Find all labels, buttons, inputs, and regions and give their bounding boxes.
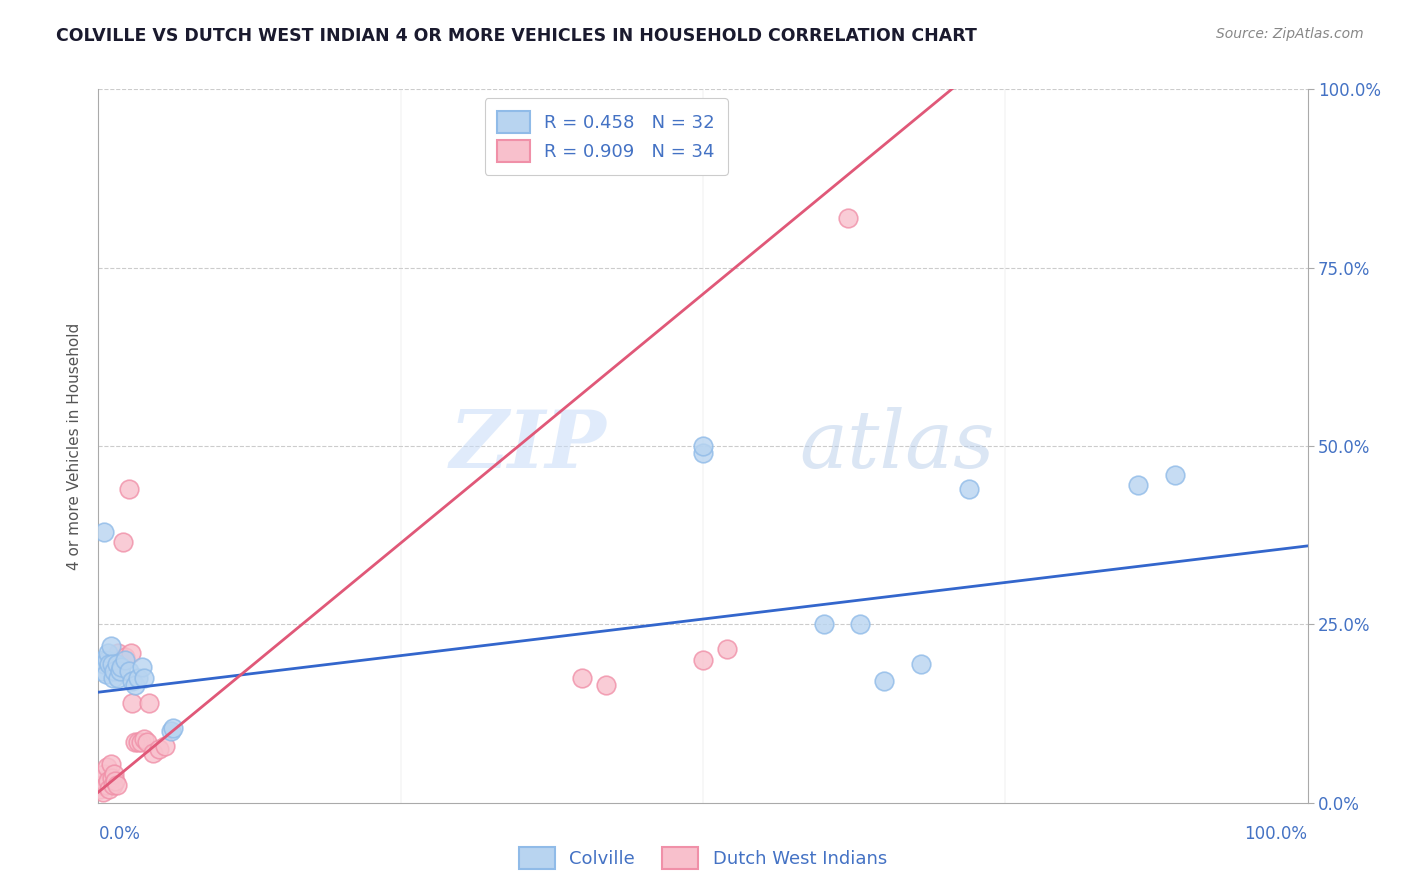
Point <box>118 482 141 496</box>
Point <box>138 696 160 710</box>
Point <box>134 731 156 746</box>
Point <box>91 778 114 792</box>
Point <box>957 482 980 496</box>
Text: COLVILLE VS DUTCH WEST INDIAN 4 OR MORE VEHICLES IN HOUSEHOLD CORRELATION CHART: COLVILLE VS DUTCH WEST INDIAN 4 OR MORE … <box>56 27 977 45</box>
Point <box>91 664 114 678</box>
Point <box>849 617 872 632</box>
Point <box>114 649 136 664</box>
Point <box>160 724 183 739</box>
Point <box>692 439 714 453</box>
Point <box>148 742 170 756</box>
Point <box>103 767 125 781</box>
Point <box>104 774 127 789</box>
Point <box>162 721 184 735</box>
Point <box>121 674 143 689</box>
Point <box>98 781 121 796</box>
Point <box>1163 467 1185 482</box>
Point <box>93 767 115 781</box>
Point <box>97 646 120 660</box>
Point <box>103 664 125 678</box>
Point <box>108 653 131 667</box>
Point <box>114 653 136 667</box>
Point <box>94 667 117 681</box>
Y-axis label: 4 or more Vehicles in Household: 4 or more Vehicles in Household <box>67 322 83 570</box>
Point <box>90 774 112 789</box>
Point <box>571 671 593 685</box>
Point <box>692 653 714 667</box>
Point <box>105 778 128 792</box>
Point <box>873 674 896 689</box>
Point <box>89 781 111 796</box>
Point <box>94 778 117 792</box>
Point <box>124 735 146 749</box>
Point <box>127 671 149 685</box>
Point <box>153 739 176 753</box>
Point <box>97 774 120 789</box>
Point <box>118 664 141 678</box>
Point <box>91 785 114 799</box>
Point <box>129 735 152 749</box>
Point <box>108 664 131 678</box>
Point <box>111 535 134 549</box>
Point <box>813 617 835 632</box>
Point <box>96 653 118 667</box>
Point <box>96 760 118 774</box>
Point <box>837 211 859 225</box>
Text: atlas: atlas <box>800 408 995 484</box>
Point <box>107 671 129 685</box>
Point <box>101 778 124 792</box>
Point <box>107 646 129 660</box>
Point <box>101 671 124 685</box>
Text: ZIP: ZIP <box>450 408 606 484</box>
Point <box>1128 478 1150 492</box>
Point <box>105 657 128 671</box>
Point <box>100 771 122 785</box>
Point <box>98 657 121 671</box>
Point <box>142 746 165 760</box>
Point <box>121 696 143 710</box>
Text: 0.0%: 0.0% <box>98 825 141 843</box>
Point <box>100 639 122 653</box>
Point <box>127 735 149 749</box>
Text: Source: ZipAtlas.com: Source: ZipAtlas.com <box>1216 27 1364 41</box>
Legend: Colville, Dutch West Indians: Colville, Dutch West Indians <box>508 836 898 880</box>
Point <box>93 524 115 539</box>
Point <box>100 756 122 771</box>
Point <box>100 657 122 671</box>
Text: 100.0%: 100.0% <box>1244 825 1308 843</box>
Point <box>110 660 132 674</box>
Point <box>124 678 146 692</box>
Point <box>134 671 156 685</box>
Point <box>910 657 932 671</box>
Point <box>716 642 738 657</box>
Point <box>91 653 114 667</box>
Point <box>120 646 142 660</box>
Point <box>692 446 714 460</box>
Point <box>131 660 153 674</box>
Point <box>93 657 115 671</box>
Point <box>595 678 617 692</box>
Point <box>135 735 157 749</box>
